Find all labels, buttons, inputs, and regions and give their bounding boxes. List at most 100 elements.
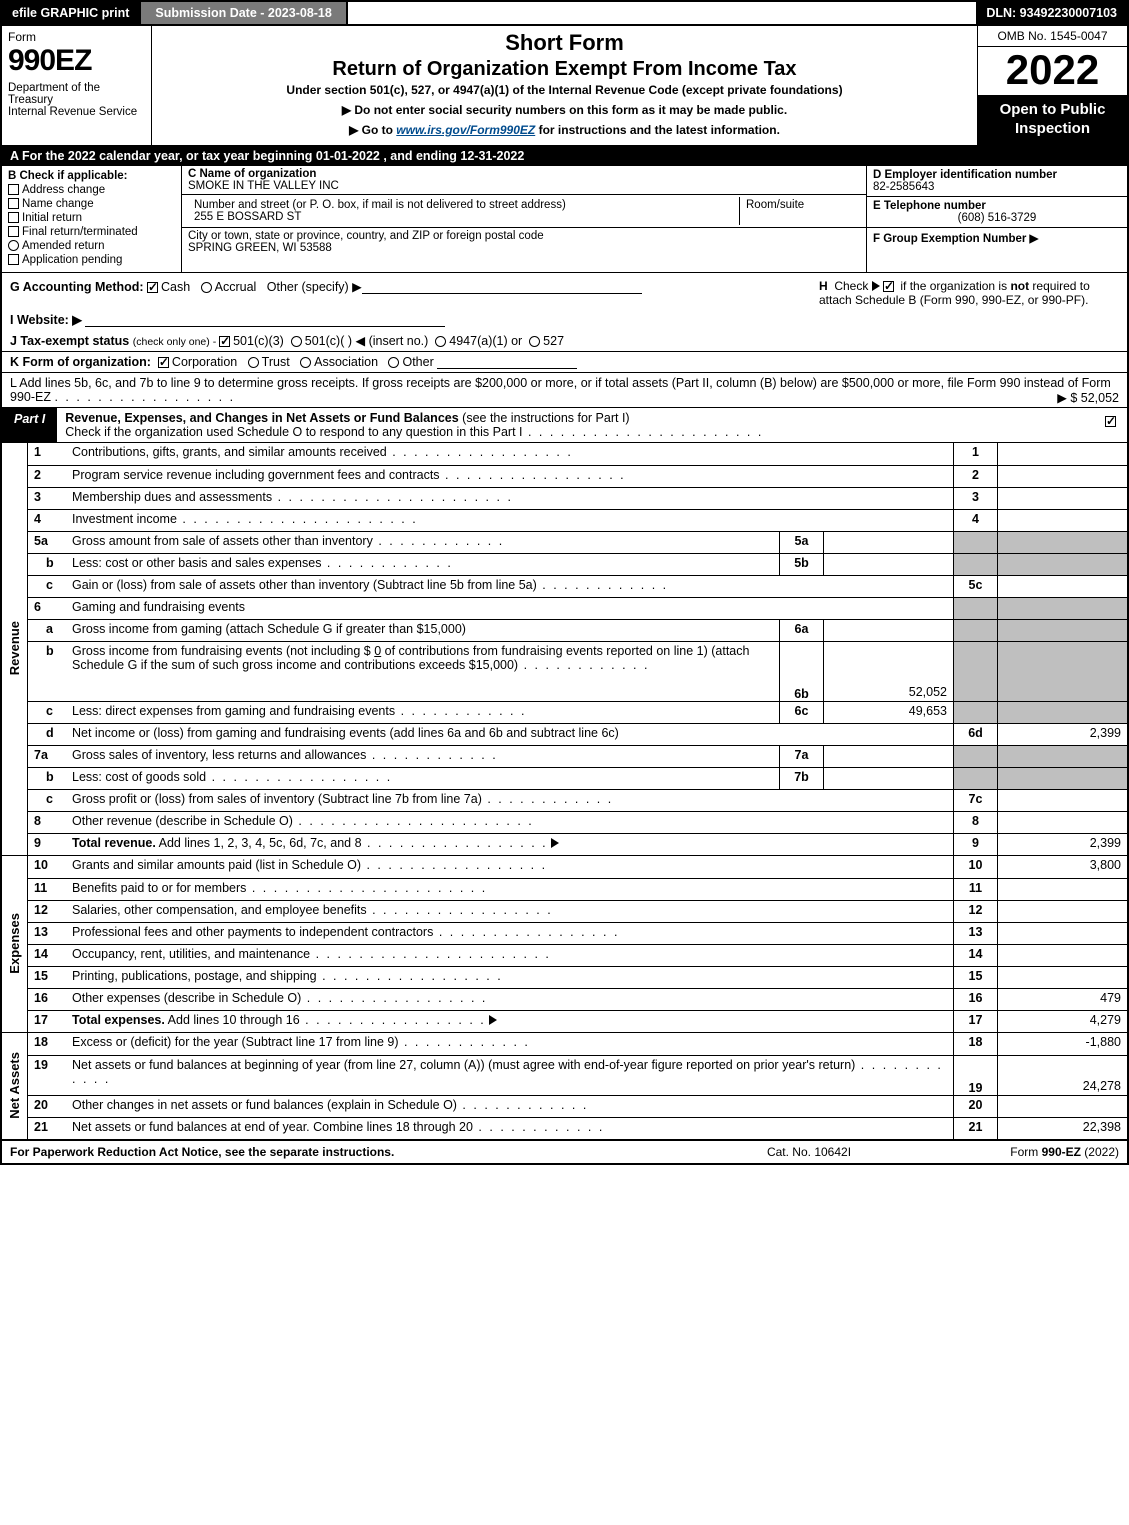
efile-print-label[interactable]: efile GRAPHIC print xyxy=(2,2,139,24)
checkbox-icon[interactable] xyxy=(8,240,19,251)
section-h: H Check if the organization is not requi… xyxy=(819,279,1119,307)
cb-address-change[interactable]: Address change xyxy=(8,184,175,196)
form-header: Form 990EZ Department of the Treasury In… xyxy=(0,26,1129,146)
omb-number: OMB No. 1545-0047 xyxy=(978,26,1127,47)
triangle-right-icon xyxy=(551,838,559,848)
val-2 xyxy=(997,466,1127,487)
triangle-right-icon xyxy=(872,281,880,291)
netassets-grid: Net Assets 18Excess or (deficit) for the… xyxy=(0,1033,1129,1141)
org-name: SMOKE IN THE VALLEY INC xyxy=(188,180,860,192)
checkbox-icon[interactable] xyxy=(8,226,19,237)
city-cell: City or town, state or province, country… xyxy=(182,228,866,256)
val-6b: 52,052 xyxy=(823,642,953,701)
row-a-period: A For the 2022 calendar year, or tax yea… xyxy=(0,146,1129,166)
val-8 xyxy=(997,812,1127,833)
cb-other-org-icon[interactable] xyxy=(388,357,399,368)
checkbox-icon[interactable] xyxy=(1105,416,1116,427)
tax-year: 2022 xyxy=(978,47,1127,95)
title-short-form: Short Form xyxy=(160,30,969,56)
group-exemption-cell: F Group Exemption Number ▶ xyxy=(867,228,1127,248)
cb-amended-return[interactable]: Amended return xyxy=(8,240,175,252)
expenses-side-label: Expenses xyxy=(2,856,28,1032)
val-21: 22,398 xyxy=(997,1118,1127,1139)
cb-name-change[interactable]: Name change xyxy=(8,198,175,210)
val-4 xyxy=(997,510,1127,531)
other-org-input[interactable] xyxy=(437,355,577,369)
line-10: 10Grants and similar amounts paid (list … xyxy=(28,856,1127,878)
gross-receipts-amount: ▶ $ 52,052 xyxy=(1057,390,1119,405)
line-18: 18Excess or (deficit) for the year (Subt… xyxy=(28,1033,1127,1055)
cb-association-icon[interactable] xyxy=(300,357,311,368)
room-suite-cell: Room/suite xyxy=(740,197,860,225)
checkbox-icon[interactable] xyxy=(8,254,19,265)
ein-cell: D Employer identification number 82-2585… xyxy=(867,166,1127,197)
checkbox-icon[interactable] xyxy=(8,212,19,223)
b-heading: B Check if applicable: xyxy=(8,170,175,182)
line-21: 21Net assets or fund balances at end of … xyxy=(28,1117,1127,1139)
checkbox-accrual-icon[interactable] xyxy=(201,282,212,293)
val-6c: 49,653 xyxy=(823,702,953,723)
checkbox-schedule-b-icon[interactable] xyxy=(883,281,894,292)
line-15: 15Printing, publications, postage, and s… xyxy=(28,966,1127,988)
line-20: 20Other changes in net assets or fund ba… xyxy=(28,1095,1127,1117)
val-1 xyxy=(997,443,1127,465)
other-method-input[interactable] xyxy=(362,280,642,294)
row-i-website: I Website: ▶ xyxy=(0,309,1129,330)
line-4: 4Investment income4 xyxy=(28,509,1127,531)
section-b: B Check if applicable: Address change Na… xyxy=(2,166,182,272)
line-7a: 7aGross sales of inventory, less returns… xyxy=(28,745,1127,767)
triangle-right-icon xyxy=(489,1015,497,1025)
line-6: 6Gaming and fundraising events xyxy=(28,597,1127,619)
cb-application-pending[interactable]: Application pending xyxy=(8,254,175,266)
open-public-badge: Open to Public Inspection xyxy=(978,95,1127,145)
goto-line: ▶ Go to www.irs.gov/Form990EZ for instru… xyxy=(160,123,969,137)
cb-4947-icon[interactable] xyxy=(435,336,446,347)
line-6c: cLess: direct expenses from gaming and f… xyxy=(28,701,1127,723)
cb-527-icon[interactable] xyxy=(529,336,540,347)
website-input[interactable] xyxy=(85,313,445,327)
line-5b: bLess: cost or other basis and sales exp… xyxy=(28,553,1127,575)
val-19: 24,278 xyxy=(997,1056,1127,1095)
line-3: 3Membership dues and assessments3 xyxy=(28,487,1127,509)
checkbox-icon[interactable] xyxy=(8,184,19,195)
line-6d: dNet income or (loss) from gaming and fu… xyxy=(28,723,1127,745)
cb-initial-return[interactable]: Initial return xyxy=(8,212,175,224)
irs-link[interactable]: www.irs.gov/Form990EZ xyxy=(396,123,535,137)
header-left: Form 990EZ Department of the Treasury In… xyxy=(2,26,152,145)
row-k-org-form: K Form of organization: Corporation Trus… xyxy=(0,352,1129,373)
cb-corporation-icon[interactable] xyxy=(158,357,169,368)
val-3 xyxy=(997,488,1127,509)
title-return: Return of Organization Exempt From Incom… xyxy=(160,58,969,81)
header-center: Short Form Return of Organization Exempt… xyxy=(152,26,977,145)
org-name-cell: C Name of organization SMOKE IN THE VALL… xyxy=(182,166,866,195)
section-g: G Accounting Method: Cash Accrual Other … xyxy=(10,279,819,307)
row-j-tax-status: J Tax-exempt status (check only one) - 5… xyxy=(0,330,1129,352)
cb-501c3-icon[interactable] xyxy=(219,336,230,347)
part1-bar: Part I Revenue, Expenses, and Changes in… xyxy=(0,408,1129,443)
val-10: 3,800 xyxy=(997,856,1127,878)
dept-label: Department of the Treasury Internal Reve… xyxy=(8,82,145,118)
line-9: 9Total revenue. Add lines 1, 2, 3, 4, 5c… xyxy=(28,833,1127,855)
row-l-gross-receipts: L Add lines 5b, 6c, and 7b to line 9 to … xyxy=(0,373,1129,408)
cb-trust-icon[interactable] xyxy=(248,357,259,368)
line-5a: 5aGross amount from sale of assets other… xyxy=(28,531,1127,553)
part1-checkbox[interactable] xyxy=(1105,408,1127,442)
line-1: 1Contributions, gifts, grants, and simil… xyxy=(28,443,1127,465)
revenue-grid: Revenue 1Contributions, gifts, grants, a… xyxy=(0,443,1129,856)
cb-501c-icon[interactable] xyxy=(291,336,302,347)
checkbox-icon[interactable] xyxy=(8,198,19,209)
line-14: 14Occupancy, rent, utilities, and mainte… xyxy=(28,944,1127,966)
line-5c: cGain or (loss) from sale of assets othe… xyxy=(28,575,1127,597)
cb-final-return[interactable]: Final return/terminated xyxy=(8,226,175,238)
checkbox-cash-icon[interactable] xyxy=(147,282,158,293)
header-right: OMB No. 1545-0047 2022 Open to Public In… xyxy=(977,26,1127,145)
submission-date-label: Submission Date - 2023-08-18 xyxy=(139,2,347,24)
form-number: 990EZ xyxy=(8,44,145,78)
block-b-to-f: B Check if applicable: Address change Na… xyxy=(0,166,1129,273)
line-7c: cGross profit or (loss) from sales of in… xyxy=(28,789,1127,811)
val-5c xyxy=(997,576,1127,597)
subtitle: Under section 501(c), 527, or 4947(a)(1)… xyxy=(160,83,969,97)
line-12: 12Salaries, other compensation, and empl… xyxy=(28,900,1127,922)
street-row: Number and street (or P. O. box, if mail… xyxy=(182,195,866,228)
netassets-side-label: Net Assets xyxy=(2,1033,28,1139)
